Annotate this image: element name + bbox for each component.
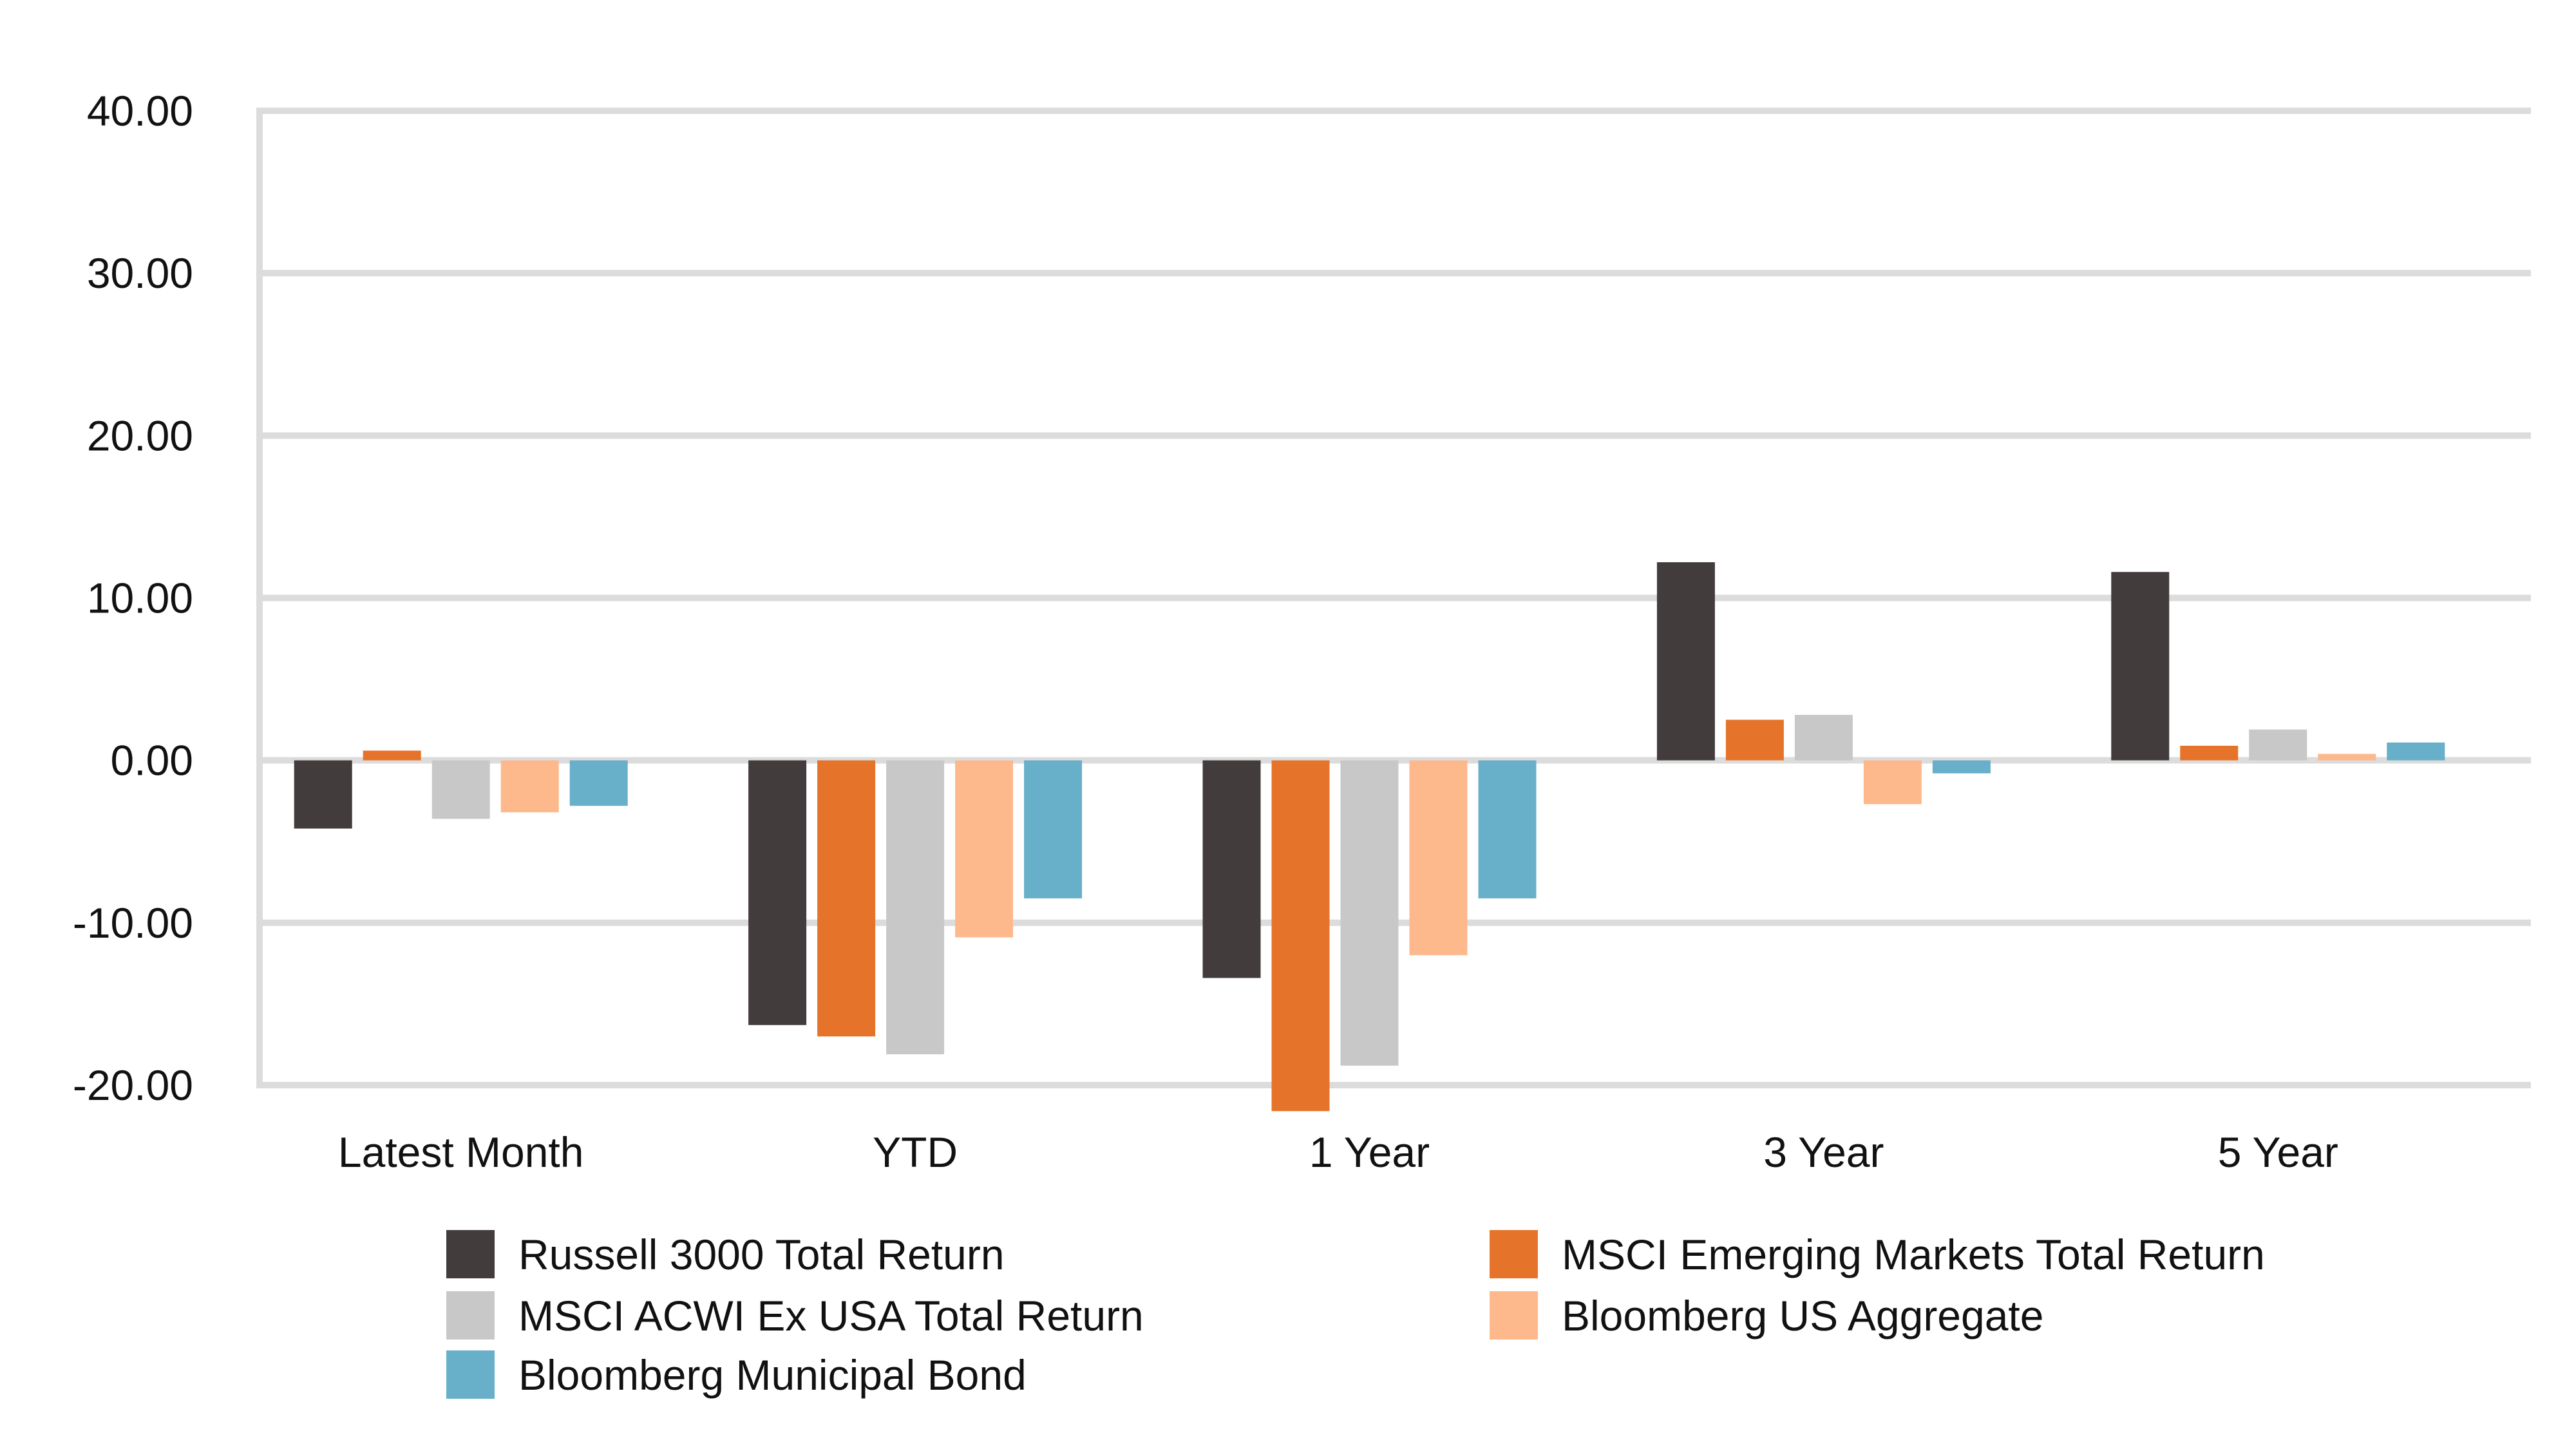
x-tick-label: 1 Year: [1309, 1128, 1430, 1176]
legend-item: Bloomberg US Aggregate: [1490, 1291, 2043, 1340]
x-tick-label: YTD: [873, 1128, 958, 1176]
legend-item: MSCI ACWI Ex USA Total Return: [446, 1291, 1144, 1340]
legend-swatch: [446, 1230, 495, 1278]
bar: [1932, 760, 1991, 773]
y-tick-label: 20.00: [87, 412, 193, 459]
legend-label: Bloomberg US Aggregate: [1562, 1292, 2043, 1340]
bar: [1863, 760, 1922, 804]
bar: [748, 760, 807, 1025]
bar: [955, 760, 1014, 938]
bar: [500, 760, 559, 813]
legend-swatch: [1490, 1291, 1538, 1340]
legend-label: MSCI Emerging Markets Total Return: [1562, 1231, 2265, 1278]
bar: [1024, 760, 1083, 899]
legend-item: Russell 3000 Total Return: [446, 1230, 1005, 1278]
x-tick-label: 5 Year: [2218, 1128, 2338, 1176]
bar: [1409, 760, 1468, 956]
bar: [2111, 572, 2170, 761]
bar: [1478, 760, 1537, 899]
y-tick-label: -10.00: [73, 899, 193, 947]
bar: [2180, 745, 2239, 761]
legend-item: MSCI Emerging Markets Total Return: [1490, 1230, 2265, 1278]
bar: [1271, 760, 1330, 1112]
bar: [431, 760, 490, 819]
legend-label: Russell 3000 Total Return: [518, 1231, 1005, 1278]
legend-label: MSCI ACWI Ex USA Total Return: [518, 1292, 1144, 1340]
y-tick-label: 0.00: [111, 737, 193, 784]
x-tick-label: 3 Year: [1763, 1128, 1884, 1176]
legend-label: Bloomberg Municipal Bond: [518, 1351, 1027, 1399]
bar: [886, 760, 945, 1055]
bar: [2387, 742, 2445, 761]
legend-swatch: [1490, 1230, 1538, 1278]
bars-layer: [294, 562, 2445, 1112]
y-tick-label: 40.00: [87, 87, 193, 135]
bar: [294, 760, 352, 829]
legend: Russell 3000 Total Return MSCI Emerging M…: [446, 1230, 2265, 1399]
bar: [817, 760, 876, 1037]
bar: [363, 750, 421, 761]
bar: [1340, 760, 1399, 1066]
bar: [1202, 760, 1261, 978]
y-tick-label: 10.00: [87, 574, 193, 622]
legend-swatch: [446, 1350, 495, 1399]
x-tick-label: Latest Month: [338, 1128, 584, 1176]
bar: [569, 760, 628, 806]
bar: [2249, 729, 2307, 761]
y-tick-label: -20.00: [73, 1061, 193, 1109]
legend-item: Bloomberg Municipal Bond: [446, 1350, 1027, 1399]
bar: [1794, 715, 1853, 761]
legend-swatch: [446, 1291, 495, 1340]
bar: [1725, 719, 1784, 761]
bar: [2318, 753, 2376, 761]
y-tick-label: 30.00: [87, 249, 193, 297]
bar: [1656, 562, 1715, 761]
axis-layer: 40.00 30.00 20.00 10.00 0.00 -10.00 -20.00 Late…: [73, 87, 2338, 1176]
